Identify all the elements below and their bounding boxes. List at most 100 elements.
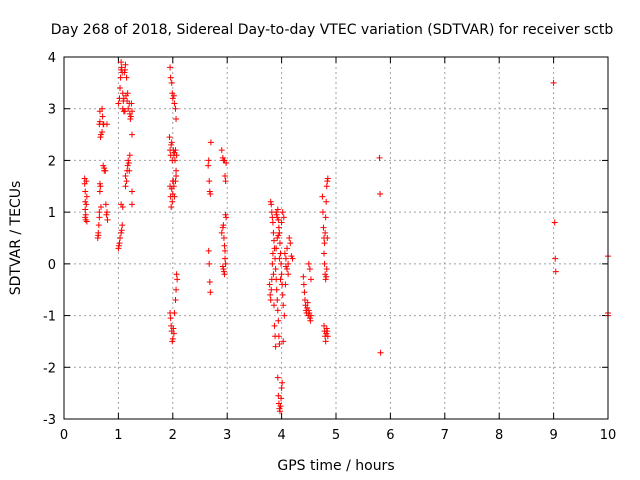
data-point (205, 162, 212, 169)
data-point (321, 240, 328, 247)
data-point (322, 271, 329, 278)
data-point (324, 328, 331, 335)
data-point (273, 245, 280, 252)
data-point (275, 224, 282, 231)
x-tick-label: 1 (114, 428, 122, 443)
data-point (82, 211, 89, 218)
data-point (322, 214, 329, 221)
data-point (129, 201, 135, 208)
data-point (282, 281, 289, 288)
data-point (168, 79, 175, 86)
data-point (207, 139, 214, 146)
data-point (169, 95, 176, 102)
data-point (279, 291, 286, 298)
data-point (276, 240, 283, 247)
data-point (97, 131, 104, 138)
y-tick-label: -3 (43, 413, 56, 428)
data-point (282, 263, 289, 270)
data-point (122, 61, 129, 68)
data-point (275, 216, 282, 223)
data-point (96, 118, 103, 125)
data-point (223, 160, 230, 167)
y-tick-label: -1 (43, 310, 56, 325)
data-point (307, 276, 314, 283)
data-point (281, 312, 288, 319)
data-point (275, 232, 282, 239)
data-point (83, 193, 90, 200)
data-point (121, 108, 128, 115)
data-point (285, 271, 292, 278)
y-tick-label: 2 (48, 154, 56, 169)
data-point (376, 154, 383, 161)
data-point (122, 172, 129, 179)
data-point (207, 191, 214, 198)
data-point (267, 198, 274, 205)
data-point (117, 235, 124, 241)
chart-title: Day 268 of 2018, Sidereal Day-to-day VTE… (51, 22, 614, 38)
data-point (124, 162, 131, 169)
data-point (277, 403, 284, 410)
y-axis-label: SDTVAR / TECUs (8, 181, 24, 296)
data-point (272, 266, 279, 273)
x-axis-label: GPS time / hours (277, 458, 394, 474)
data-point (116, 240, 123, 247)
data-point (279, 379, 286, 386)
data-point (167, 74, 174, 81)
y-tick-label: 3 (48, 103, 56, 118)
data-point (281, 250, 288, 257)
data-point (220, 222, 227, 229)
data-point (206, 188, 213, 195)
data-point (223, 214, 230, 221)
data-point (96, 180, 103, 187)
data-point (166, 134, 173, 141)
data-point (121, 66, 128, 73)
data-point (279, 209, 286, 216)
data-point (206, 178, 213, 185)
data-point (82, 206, 89, 213)
data-point (222, 247, 229, 254)
data-point (118, 59, 125, 66)
data-point (96, 214, 103, 221)
data-point (115, 100, 122, 107)
data-point (172, 178, 179, 185)
data-point (170, 92, 177, 99)
data-point (124, 90, 131, 97)
data-point (276, 229, 283, 236)
data-point (278, 260, 285, 267)
data-point (97, 183, 104, 190)
data-point (82, 198, 89, 205)
data-point (170, 325, 177, 332)
data-point (222, 178, 229, 185)
data-point (96, 188, 103, 195)
data-point (274, 206, 281, 213)
data-point (222, 255, 229, 262)
data-point (284, 266, 291, 273)
data-point (171, 309, 178, 316)
data-point (169, 335, 176, 342)
data-point (97, 134, 104, 141)
data-point (289, 255, 296, 262)
data-point (275, 392, 282, 399)
data-point (169, 338, 176, 345)
x-tick-label: 2 (169, 428, 177, 443)
data-point (83, 201, 90, 208)
data-point (278, 384, 285, 391)
data-point (274, 307, 281, 314)
data-point (174, 276, 181, 283)
x-tick-label: 4 (277, 428, 285, 443)
axis-ticks: 0 1 2 3 4 5 6 7 8 9 10 -3 -2 -1 0 1 2 3 4 (43, 51, 616, 443)
data-point (173, 271, 180, 278)
data-point (322, 229, 329, 236)
data-point (274, 297, 281, 304)
data-point (300, 273, 307, 280)
data-point (284, 245, 291, 252)
data-point (268, 286, 275, 293)
x-tick-label: 0 (60, 428, 68, 443)
data-point (220, 266, 227, 273)
data-point (170, 183, 177, 190)
data-point (97, 203, 104, 210)
data-point (168, 141, 175, 148)
data-point (168, 139, 175, 146)
data-point (206, 278, 213, 285)
data-point (267, 297, 274, 304)
